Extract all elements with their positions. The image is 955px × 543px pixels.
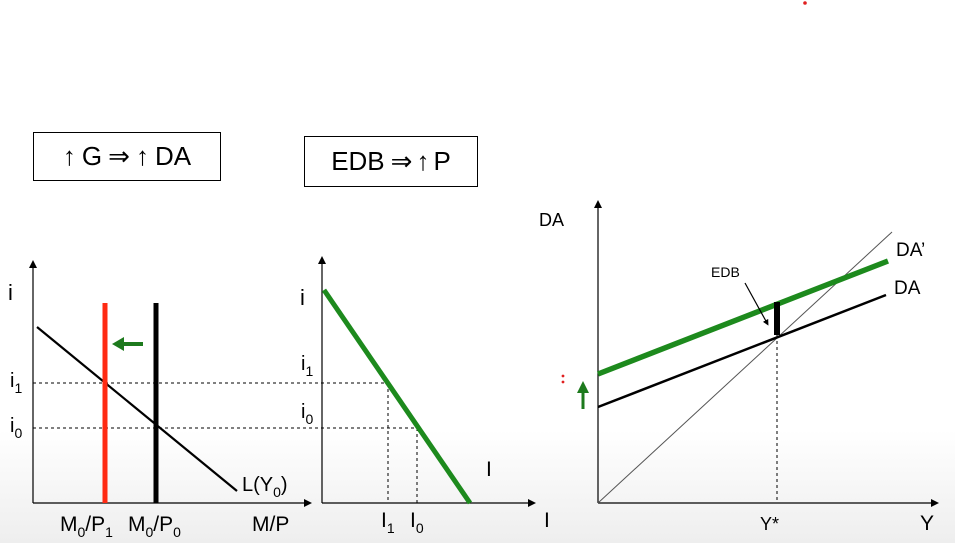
forty-five-degree-line xyxy=(597,231,893,504)
da-new-line xyxy=(597,258,889,377)
implies-icon: ⇒ xyxy=(108,141,130,171)
implies-icon: ⇒ xyxy=(390,146,413,176)
edb-pointer-arrow-icon xyxy=(744,282,769,326)
investment-curve xyxy=(321,288,473,505)
edb-gap-label: EDB xyxy=(711,264,740,280)
money-x-axis-label: M/P xyxy=(252,513,289,536)
da-old-line xyxy=(597,293,887,409)
left-shift-arrow-icon xyxy=(112,337,143,351)
money-y-axis-label: i xyxy=(8,280,13,305)
money-market-panel: i i1 i0 L(Y0) M0/P1 M0/P0 M/P xyxy=(8,260,418,540)
up-arrow-icon: ↑ xyxy=(62,141,76,171)
y-x-axis-label: Y xyxy=(920,512,934,535)
real-balance-old-label: M0/P0 xyxy=(128,513,181,540)
edb-label: EDB xyxy=(331,146,385,176)
up-arrow-icon: ↑ xyxy=(416,146,430,176)
up-arrow-icon: ↑ xyxy=(135,141,149,171)
investment-x-axis-label: I xyxy=(544,509,550,532)
investment-panel: i i1 i0 I I1 I0 I xyxy=(300,256,550,536)
keynesian-cross-panel: DA DA’ DA EDB Y* Y xyxy=(539,200,939,535)
da-new-label: DA’ xyxy=(896,240,925,261)
da-y-axis-label: DA xyxy=(539,210,564,230)
investment-i0-x-label: I0 xyxy=(410,509,424,536)
g-label: G xyxy=(81,141,103,171)
investment-i1-label: i1 xyxy=(301,353,313,379)
red-tick-mark xyxy=(561,374,565,378)
money-i0-label: i0 xyxy=(10,415,22,441)
up-arrow-icon xyxy=(577,381,589,409)
investment-i0-label: i0 xyxy=(301,401,313,427)
policy-chain-box-edb-p: EDB ⇒ ↑ P xyxy=(304,136,478,187)
equilibrium-output-label: Y* xyxy=(760,514,779,534)
da-label: DA xyxy=(154,141,192,171)
p-label: P xyxy=(433,146,451,176)
investment-y-axis-label: i xyxy=(300,285,305,310)
red-tick-mark xyxy=(561,380,565,384)
pointer-dot xyxy=(803,1,807,5)
liquidity-demand-curve xyxy=(36,326,238,492)
money-i1-label: i1 xyxy=(10,370,22,396)
policy-chain-box-g-da: ↑ G ⇒ ↑ DA xyxy=(33,132,221,181)
liquidity-curve-label: L(Y0) xyxy=(242,474,288,500)
investment-curve-label: I xyxy=(486,458,492,481)
real-balance-new-label: M0/P1 xyxy=(60,513,113,540)
da-old-label: DA xyxy=(894,278,921,299)
investment-i1-x-label: I1 xyxy=(381,509,395,536)
